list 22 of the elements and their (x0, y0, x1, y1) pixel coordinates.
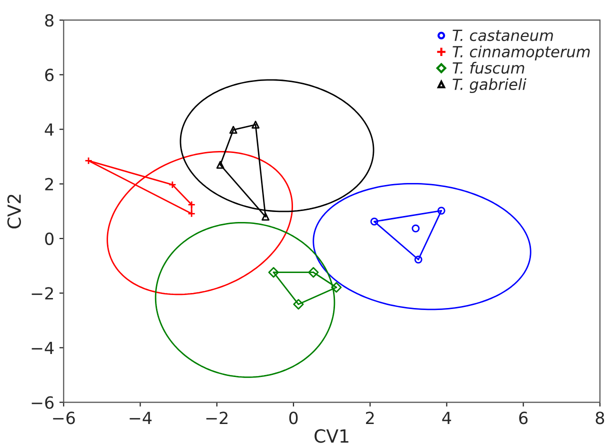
x-tick-label: −2 (206, 412, 228, 424)
y-tick-label: 4 (44, 123, 54, 136)
x-tick-label: −6 (53, 412, 75, 424)
legend-label: T. gabrieli (452, 78, 526, 94)
x-tick-label: 6 (519, 412, 528, 424)
y-tick-label: 6 (45, 68, 54, 82)
y-tick-label: −2 (32, 287, 53, 300)
legend-label: T. cinnamopterum (452, 46, 590, 60)
y-axis-title: CV2 (7, 194, 21, 228)
x-tick-label: 4 (442, 412, 452, 424)
y-tick-label: −4 (32, 342, 54, 354)
legend-label: T. fuscum (452, 62, 524, 74)
y-tick-label: −6 (32, 396, 54, 409)
y-tick-label: 8 (45, 14, 54, 27)
y-tick-label: 2 (45, 178, 53, 190)
x-tick-label: 2 (366, 412, 374, 424)
legend-label: T. castaneum (452, 30, 553, 42)
x-axis-title: CV1 (314, 429, 348, 443)
x-tick-label: −4 (130, 412, 152, 424)
x-tick-label: 8 (596, 412, 604, 424)
y-tick-label: 0 (45, 232, 54, 246)
x-tick-label: 0 (289, 412, 298, 424)
